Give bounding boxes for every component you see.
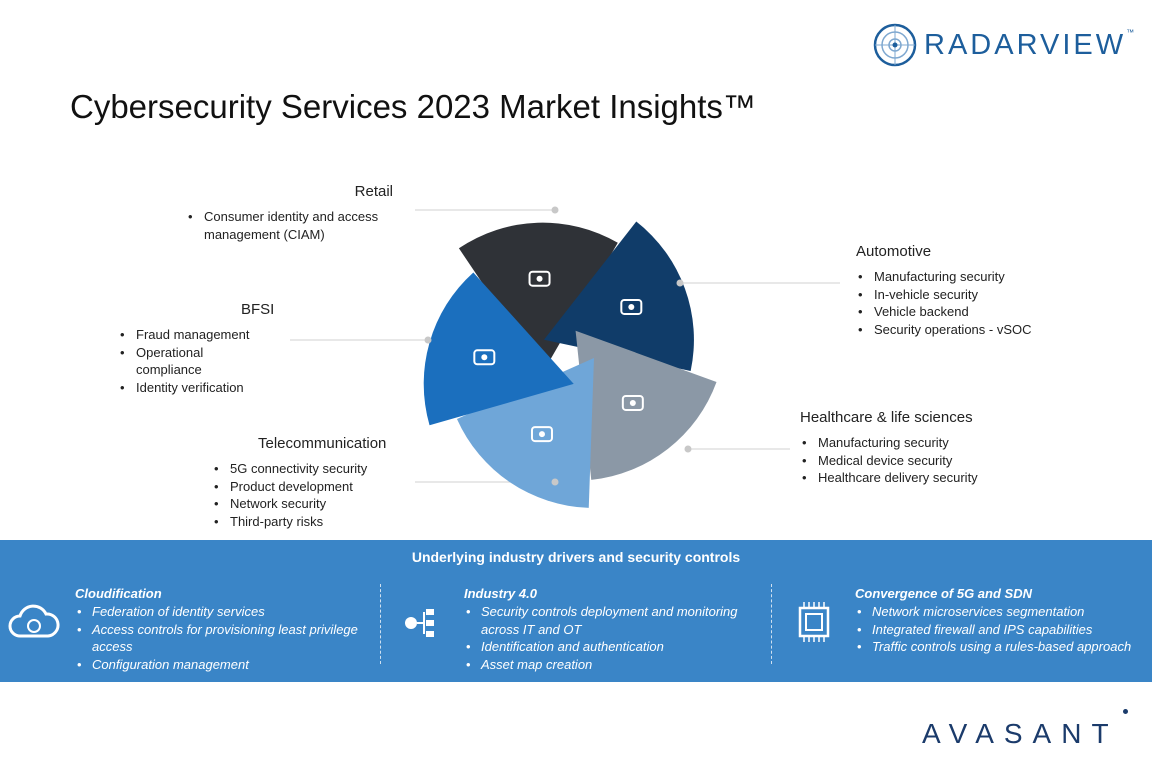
segment-title: Telecommunication <box>258 435 387 452</box>
drivers-band: Underlying industry drivers and security… <box>0 540 1152 682</box>
network-hierarchy-icon <box>405 609 434 637</box>
drivers-title: Underlying industry drivers and security… <box>411 549 741 565</box>
segment-retail: Retail Consumer identity and access mana… <box>186 183 401 243</box>
driver-item: Configuration management <box>75 656 375 674</box>
segment-wheel <box>290 206 840 508</box>
radarview-logo: RADARVIEW ™ <box>872 22 1134 68</box>
logo-tm: ™ <box>1126 28 1135 37</box>
wheel-segment-bfsi <box>423 272 574 426</box>
driver-title: Cloudification <box>75 586 162 601</box>
segment-item: Vehicle backend <box>856 303 1056 321</box>
divider <box>380 584 381 664</box>
connector-dot <box>424 336 432 344</box>
driver-title: Convergence of 5G and SDN <box>855 586 1032 601</box>
cloud-sync-icon <box>8 604 60 638</box>
wheel-segment-retail <box>458 222 618 373</box>
driver-industry-4: Industry 4.0 Security controls deploymen… <box>464 586 759 673</box>
segment-telecommunication: Telecommunication 5G connectivity securi… <box>212 435 402 530</box>
segment-item: Medical device security <box>800 452 1020 470</box>
avasant-logo: AVASANT <box>922 718 1119 749</box>
driver-item: Integrated firewall and IPS capabilities <box>855 621 1150 639</box>
radar-icon <box>873 23 917 67</box>
car-icon <box>620 298 643 315</box>
driver-cloudification: Cloudification Federation of identity se… <box>75 586 375 673</box>
driver-item: Federation of identity services <box>75 603 375 621</box>
driver-title: Industry 4.0 <box>464 586 537 601</box>
segment-item: Manufacturing security <box>800 434 1020 452</box>
segment-item: 5G connectivity security <box>212 460 402 478</box>
page-title: Cybersecurity Services 2023 Market Insig… <box>70 88 756 125</box>
driver-item: Access controls for provisioning least p… <box>75 621 375 656</box>
chip-icon <box>798 602 830 642</box>
segment-item: Healthcare delivery security <box>800 469 1020 487</box>
segment-item: Product development <box>212 478 402 496</box>
logo-text: RADARVIEW <box>924 28 1127 61</box>
segment-item: Consumer identity and access management … <box>186 208 401 243</box>
connector-dot <box>684 445 692 453</box>
avasant-logo-dot <box>1123 709 1128 714</box>
segment-item: In-vehicle security <box>856 286 1056 304</box>
connector-dot <box>551 206 559 214</box>
stethoscope-icon <box>621 394 644 411</box>
segment-automotive: Automotive Manufacturing security In-veh… <box>856 243 1056 338</box>
driver-item: Asset map creation <box>464 656 759 674</box>
segment-item: Security operations - vSOC <box>856 321 1056 339</box>
segment-bfsi: BFSI Fraud management Operational compli… <box>118 301 275 397</box>
driver-item: Security controls deployment and monitor… <box>464 603 759 638</box>
segment-item: Third-party risks <box>212 513 402 531</box>
driver-item: Network microservices segmentation <box>855 603 1150 621</box>
driver-item: Traffic controls using a rules-based app… <box>855 638 1150 656</box>
segment-title: Retail <box>354 183 393 200</box>
segment-item: Fraud management <box>118 326 268 344</box>
segment-title: Healthcare & life sciences <box>800 409 973 426</box>
segment-item: Identity verification <box>118 379 268 397</box>
cell-tower-icon <box>530 426 553 443</box>
money-icon <box>473 349 496 366</box>
segment-title: BFSI <box>241 301 275 318</box>
shopping-cart-icon <box>528 270 551 287</box>
wheel-segment-telecommunication <box>456 357 594 508</box>
segment-title: Automotive <box>856 243 932 260</box>
wheel-segment-healthcare <box>575 330 717 480</box>
segment-item: Manufacturing security <box>856 268 1056 286</box>
segment-item: Operational compliance <box>118 344 268 379</box>
driver-5g-sdn: Convergence of 5G and SDN Network micros… <box>855 586 1150 656</box>
connector-dot <box>551 478 559 486</box>
divider <box>771 584 772 664</box>
segment-item: Network security <box>212 495 402 513</box>
segment-healthcare: Healthcare & life sciences Manufacturing… <box>800 409 1020 487</box>
driver-item: Identification and authentication <box>464 638 759 656</box>
connector-dot <box>676 279 684 287</box>
